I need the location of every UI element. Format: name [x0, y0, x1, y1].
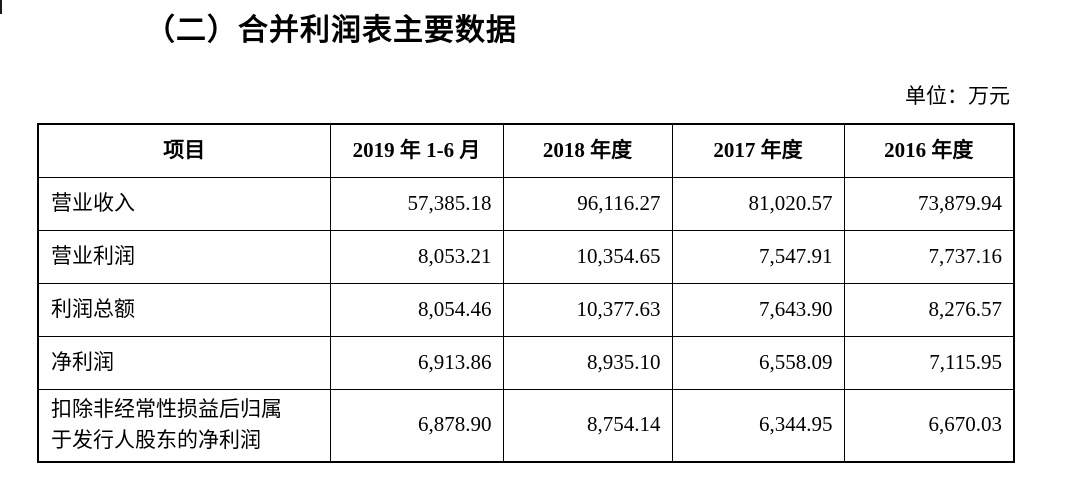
- cell-value: 6,558.09: [671, 335, 845, 390]
- cell-value: 8,276.57: [843, 282, 1015, 337]
- row-label: 利润总额: [37, 282, 331, 337]
- table-row-operating-profit: 营业利润 8,053.21 10,354.65 7,547.91 7,737.1…: [37, 229, 1015, 284]
- cell-value: 96,116.27: [502, 176, 673, 231]
- cell-value: 6,878.90: [329, 388, 504, 462]
- cell-value: 6,670.03: [843, 388, 1015, 462]
- cell-value: 73,879.94: [843, 176, 1015, 231]
- row-label: 净利润: [37, 335, 331, 390]
- section-title: （二）合并利润表主要数据: [145, 14, 517, 47]
- table-row-total-profit: 利润总额 8,054.46 10,377.63 7,643.90 8,276.5…: [37, 282, 1015, 337]
- row-label-text: 营业利润: [51, 243, 135, 268]
- cell-value: 8,754.14: [502, 388, 673, 462]
- scan-artifact-line: [0, 0, 2, 14]
- row-label-text: 扣除非经常性损益后归属于发行人股东的净利润: [51, 396, 282, 453]
- col-header-2017: 2017 年度: [671, 123, 845, 178]
- col-header-2016: 2016 年度: [843, 123, 1015, 178]
- table-row-net-profit-excl-nonrecurring: 扣除非经常性损益后归属于发行人股东的净利润 6,878.90 8,754.14 …: [37, 388, 1015, 462]
- row-label: 营业利润: [37, 229, 331, 284]
- unit-label: 单位：万元: [905, 84, 1010, 108]
- cell-value: 7,643.90: [671, 282, 845, 337]
- cell-value: 7,737.16: [843, 229, 1015, 284]
- header-row: 项目 2019 年 1-6 月 2018 年度 2017 年度 2016 年度: [37, 123, 1015, 178]
- row-label-text: 营业收入: [51, 190, 135, 215]
- income-statement-table: 项目 2019 年 1-6 月 2018 年度 2017 年度 2016 年度 …: [37, 123, 1015, 463]
- table-row-net-profit: 净利润 6,913.86 8,935.10 6,558.09 7,115.95: [37, 335, 1015, 390]
- cell-value: 10,377.63: [502, 282, 673, 337]
- row-label-text: 利润总额: [51, 296, 135, 321]
- table-body: 营业收入 57,385.18 96,116.27 81,020.57 73,87…: [37, 176, 1015, 462]
- col-header-item: 项目: [37, 123, 331, 178]
- row-label-text: 净利润: [51, 349, 114, 374]
- cell-value: 6,344.95: [671, 388, 845, 462]
- col-header-2019h1: 2019 年 1-6 月: [329, 123, 504, 178]
- table-header: 项目 2019 年 1-6 月 2018 年度 2017 年度 2016 年度: [37, 123, 1015, 178]
- cell-value: 8,053.21: [329, 229, 504, 284]
- cell-value: 57,385.18: [329, 176, 504, 231]
- cell-value: 7,547.91: [671, 229, 845, 284]
- row-label: 扣除非经常性损益后归属于发行人股东的净利润: [37, 388, 331, 462]
- col-header-2018: 2018 年度: [502, 123, 673, 178]
- table-row-operating-revenue: 营业收入 57,385.18 96,116.27 81,020.57 73,87…: [37, 176, 1015, 231]
- cell-value: 8,054.46: [329, 282, 504, 337]
- cell-value: 6,913.86: [329, 335, 504, 390]
- cell-value: 8,935.10: [502, 335, 673, 390]
- row-label: 营业收入: [37, 176, 331, 231]
- cell-value: 81,020.57: [671, 176, 845, 231]
- cell-value: 7,115.95: [843, 335, 1015, 390]
- cell-value: 10,354.65: [502, 229, 673, 284]
